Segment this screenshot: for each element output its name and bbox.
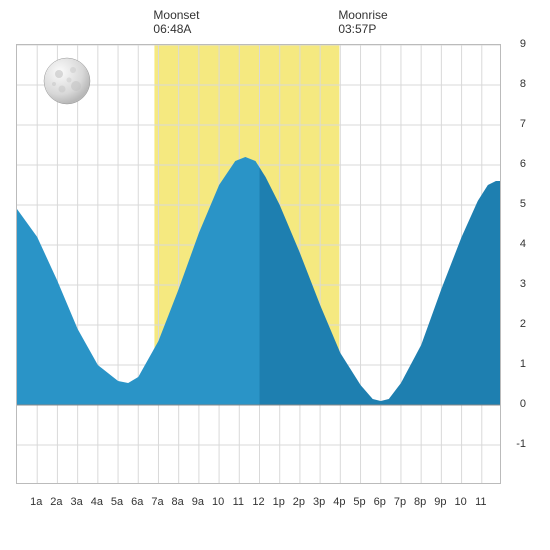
y-tick-label: 1 <box>516 358 526 370</box>
plot-area <box>16 44 501 484</box>
x-tick-label: 7a <box>151 496 163 508</box>
moonset-label: Moonset <box>153 8 199 22</box>
y-tick-label: 4 <box>516 238 526 250</box>
x-tick-label: 5p <box>353 496 365 508</box>
x-tick-label: 2p <box>293 496 305 508</box>
moonrise-label: Moonrise <box>338 8 387 22</box>
x-tick-label: 1p <box>273 496 285 508</box>
x-tick-label: 4p <box>333 496 345 508</box>
x-tick-label: 10 <box>454 496 466 508</box>
moonrise-header: Moonrise 03:57P <box>338 8 387 36</box>
x-tick-label: 3p <box>313 496 325 508</box>
x-tick-label: 5a <box>111 496 123 508</box>
y-tick-label: 5 <box>516 198 526 210</box>
tide-chart: Moonset 06:48A Moonrise 03:57P -10123456… <box>16 8 526 538</box>
x-tick-label: 9p <box>434 496 446 508</box>
x-tick-label: 8p <box>414 496 426 508</box>
y-tick-label: 2 <box>516 318 526 330</box>
tide-area <box>17 157 501 405</box>
y-tick-label: 8 <box>516 78 526 90</box>
x-tick-label: 2a <box>50 496 62 508</box>
moonset-time: 06:48A <box>153 22 191 36</box>
x-tick-label: 6a <box>131 496 143 508</box>
x-tick-label: 8a <box>172 496 184 508</box>
y-tick-label: 9 <box>516 38 526 50</box>
x-tick-label: 11 <box>233 496 244 508</box>
y-tick-label: 0 <box>516 398 526 410</box>
y-tick-label: 7 <box>516 118 526 130</box>
x-tick-label: 10 <box>212 496 224 508</box>
x-tick-label: 6p <box>374 496 386 508</box>
moonrise-time: 03:57P <box>338 22 376 36</box>
moonset-header: Moonset 06:48A <box>153 8 199 36</box>
x-tick-label: 7p <box>394 496 406 508</box>
y-axis: -10123456789 <box>506 44 526 484</box>
y-tick-label: 6 <box>516 158 526 170</box>
x-tick-label: 3a <box>71 496 83 508</box>
x-tick-label: 1a <box>30 496 42 508</box>
y-tick-label: 3 <box>516 278 526 290</box>
full-moon-icon <box>42 56 92 106</box>
header-labels: Moonset 06:48A Moonrise 03:57P <box>16 8 526 44</box>
x-tick-label: 9a <box>192 496 204 508</box>
x-tick-label: 12 <box>252 496 264 508</box>
y-tick-label: -1 <box>512 438 526 450</box>
x-tick-label: 11 <box>475 496 486 508</box>
x-axis: 1a 2a 3a 4a 5a 6a 7a 8a 9a 10 11 12 1p 2p 3p 4p 5p 6p 7p 8p… <box>16 490 501 510</box>
plot-svg <box>17 45 501 484</box>
x-tick-label: 4a <box>91 496 103 508</box>
